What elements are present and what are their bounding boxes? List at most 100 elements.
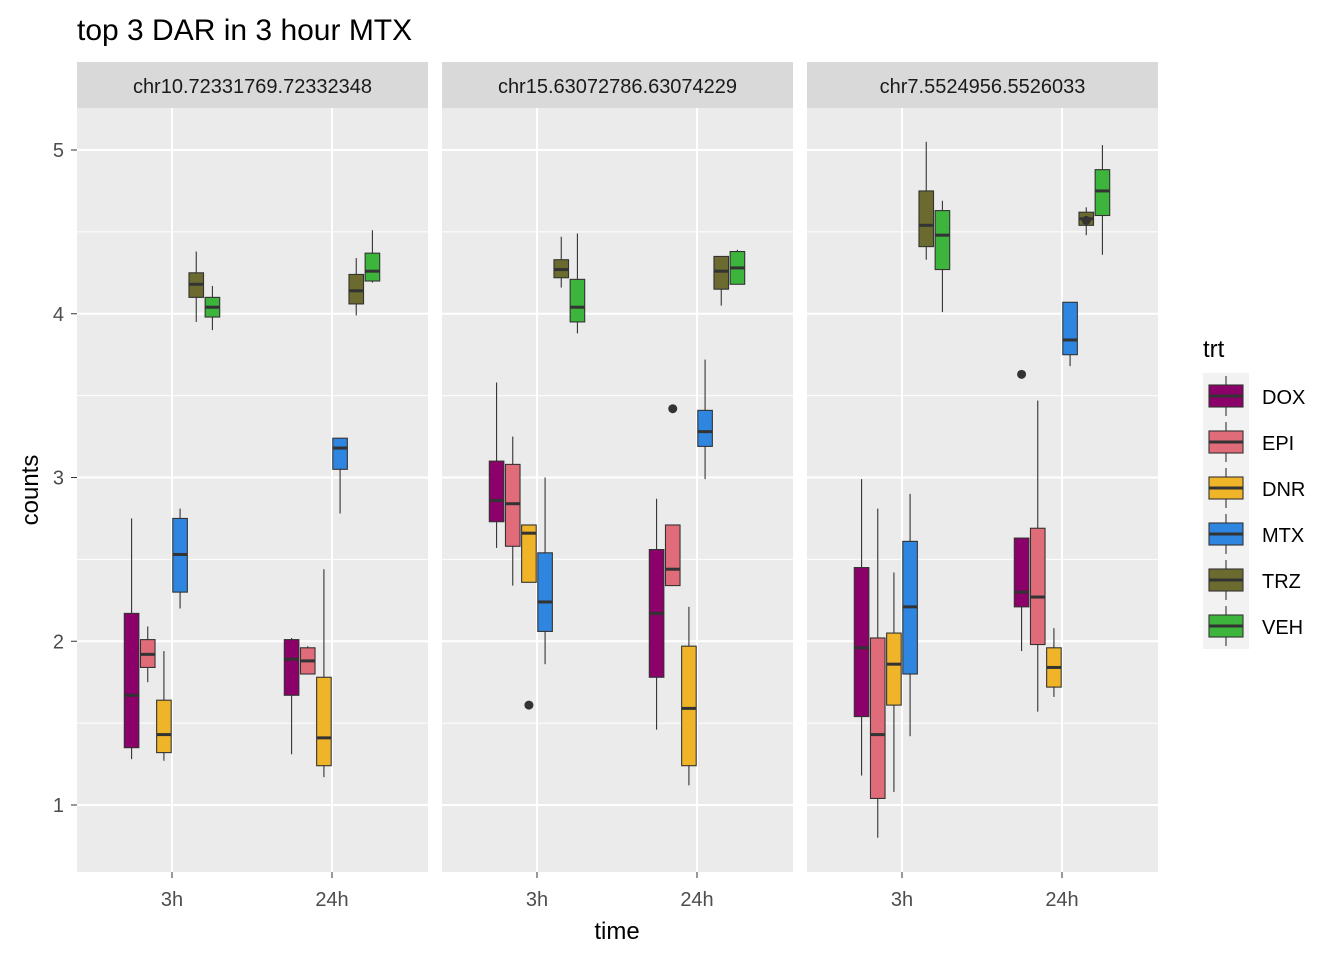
- legend-item-veh: VEH: [1203, 603, 1303, 649]
- panel-background: [77, 108, 428, 872]
- box: [123, 612, 140, 749]
- legend-item-epi: EPI: [1203, 419, 1294, 465]
- boxplot-dnr-3h: [886, 572, 902, 792]
- boxplot-mtx-24h: [332, 437, 348, 514]
- box: [886, 632, 902, 706]
- legend-label: VEH: [1262, 617, 1303, 639]
- legend-item-mtx: MTX: [1203, 511, 1304, 557]
- boxplot-epi-3h: [139, 626, 156, 683]
- box: [569, 278, 586, 323]
- outlier-point: [524, 700, 534, 710]
- outlier-point: [1017, 369, 1027, 379]
- facet-strip-label: chr7.5524956.5526033: [880, 76, 1086, 98]
- boxplot-veh-24h: [1094, 145, 1111, 255]
- boxplot-mtx-3h: [537, 477, 553, 665]
- boxplot-dox-24h: [648, 498, 665, 730]
- y-axis-title: counts: [17, 455, 44, 526]
- y-tick-label: 1: [53, 795, 64, 817]
- panel-background: [807, 108, 1158, 872]
- box: [488, 460, 505, 523]
- y-tick-label: 3: [53, 468, 64, 490]
- x-tick-label: 3h: [891, 889, 913, 911]
- x-tick-label: 24h: [680, 889, 713, 911]
- legend-title: trt: [1203, 336, 1225, 363]
- facet-strip: [442, 62, 793, 108]
- legend-item-dox: DOX: [1203, 373, 1305, 419]
- facet-panel: chr15.63072786.63074229 3h 24h: [442, 62, 793, 911]
- box: [156, 699, 172, 754]
- box: [869, 637, 886, 799]
- boxplot-trz-24h: [713, 255, 730, 306]
- facet-strip-label: chr10.72331769.72332348: [133, 76, 372, 98]
- boxplot-dox-3h: [123, 518, 140, 760]
- legend-label: DNR: [1262, 479, 1305, 501]
- box: [1094, 169, 1111, 217]
- boxplot-mtx-24h: [1062, 301, 1078, 367]
- boxplot-mtx-3h: [902, 493, 918, 737]
- boxplot-trz-24h: [1078, 207, 1095, 236]
- x-tick-label: 3h: [161, 889, 183, 911]
- boxplot-trz-24h: [348, 258, 365, 316]
- boxplot-mtx-24h: [697, 359, 713, 480]
- box: [713, 255, 730, 290]
- x-tick-label: 3h: [526, 889, 548, 911]
- outlier-point: [668, 404, 678, 414]
- chart-title: top 3 DAR in 3 hour MTX: [77, 14, 412, 47]
- boxplot-veh-3h: [934, 200, 951, 313]
- boxplot-epi-24h: [299, 646, 316, 675]
- box: [681, 645, 697, 767]
- boxplot-veh-3h: [569, 233, 586, 334]
- box: [332, 437, 348, 470]
- legend-label: MTX: [1262, 525, 1304, 547]
- box: [918, 190, 935, 248]
- box: [521, 524, 537, 583]
- box: [1013, 537, 1030, 608]
- legend-label: TRZ: [1262, 571, 1301, 593]
- facet-strip: [807, 62, 1158, 108]
- boxplot-dox-3h: [853, 479, 870, 776]
- box: [1029, 527, 1046, 646]
- facet-panel: chr7.5524956.5526033 3h 24h: [807, 62, 1158, 911]
- y-tick-label: 2: [53, 631, 64, 653]
- outlier-point: [1081, 215, 1091, 225]
- y-tick-label: 4: [53, 304, 64, 326]
- boxplot-dnr-24h: [681, 606, 697, 786]
- y-tick-label: 5: [53, 140, 64, 162]
- legend-item-dnr: DNR: [1203, 465, 1305, 511]
- boxplot-dox-24h: [283, 637, 300, 755]
- boxplot-dnr-24h: [1046, 628, 1062, 697]
- box: [364, 252, 381, 282]
- boxplot-veh-24h: [364, 230, 381, 283]
- box: [664, 524, 681, 587]
- boxplot-dnr-24h: [316, 569, 332, 778]
- boxplot-epi-3h: [869, 508, 886, 838]
- boxplot-dox-3h: [488, 382, 505, 548]
- box: [934, 210, 951, 271]
- box: [853, 567, 870, 718]
- facet-strip: [77, 62, 428, 108]
- boxplot-dox-24h: [1013, 369, 1030, 652]
- legend-label: DOX: [1262, 387, 1305, 409]
- x-tick-label: 24h: [315, 889, 348, 911]
- legend-item-trz: TRZ: [1203, 557, 1301, 603]
- box: [697, 409, 713, 447]
- legend: trt DOX EPI DNR MTX TRZ VEH: [1203, 336, 1305, 649]
- facet-strip-label: chr15.63072786.63074229: [498, 76, 737, 98]
- boxplot-veh-24h: [729, 249, 746, 285]
- boxplot-trz-3h: [188, 251, 205, 322]
- boxplot-dnr-3h: [521, 524, 537, 710]
- box: [348, 273, 365, 305]
- boxplot-trz-3h: [553, 236, 570, 288]
- box: [316, 676, 332, 767]
- box: [504, 463, 521, 547]
- legend-label: EPI: [1262, 433, 1294, 455]
- x-tick-label: 24h: [1045, 889, 1078, 911]
- boxplot-veh-3h: [204, 285, 221, 331]
- facet-panel: chr10.72331769.72332348 3h 24h: [77, 62, 428, 911]
- boxplot-epi-24h: [664, 404, 681, 587]
- boxplot-epi-3h: [504, 436, 521, 586]
- box: [537, 552, 553, 632]
- boxplot-trz-3h: [918, 141, 935, 260]
